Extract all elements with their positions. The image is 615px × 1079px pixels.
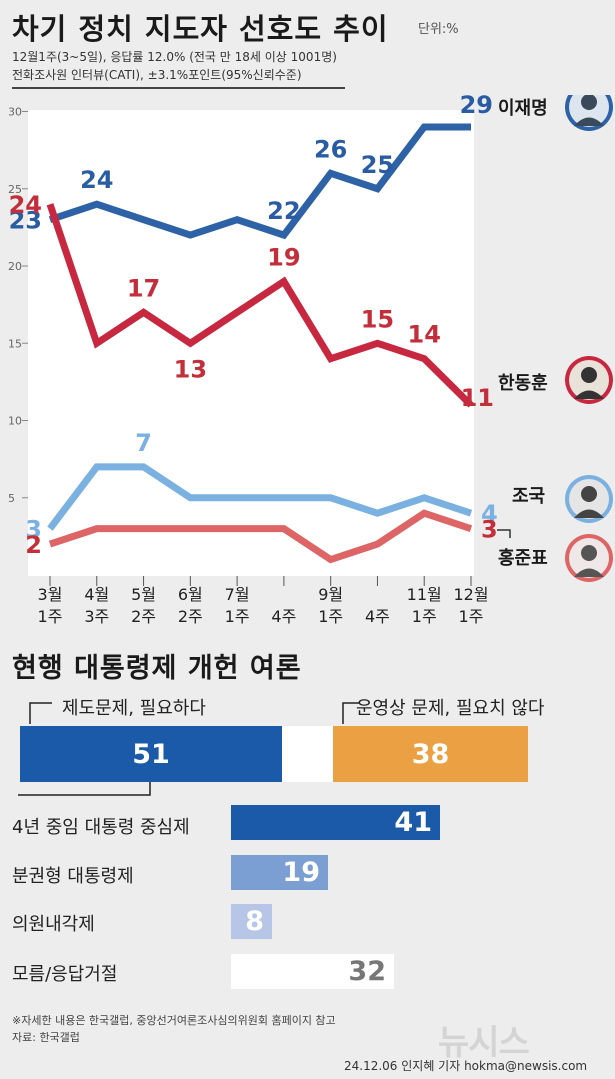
x-tick-label: 7월 <box>225 585 250 604</box>
x-tick-label: 2주 <box>131 607 156 626</box>
x-tick-label: 5월 <box>131 585 156 604</box>
x-tick-label: 1주 <box>225 607 250 626</box>
data-label: 3 <box>481 516 498 544</box>
parliamentary-label: 의원내각제 <box>12 914 95 935</box>
y-tick-label: 5 <box>8 492 15 505</box>
decentralized-bar: 19 <box>231 855 328 890</box>
x-tick-label: 3주 <box>84 607 109 626</box>
legend-name: 홍준표 <box>498 547 548 569</box>
unit-label: 단위:% <box>418 22 459 37</box>
avatar-body-icon <box>574 509 604 518</box>
data-label: 4 <box>481 500 498 528</box>
data-label: 15 <box>361 305 394 333</box>
x-tick-label: 4주 <box>271 607 296 626</box>
x-tick-label: 1주 <box>412 607 437 626</box>
data-label: 24 <box>80 166 113 194</box>
data-label: 23 <box>9 207 42 235</box>
four-year-term-bar: 41 <box>231 805 440 840</box>
x-tick-label: 1주 <box>459 607 484 626</box>
avatar-head-icon <box>581 95 597 110</box>
data-label: 22 <box>267 197 300 225</box>
data-label: 14 <box>408 321 441 349</box>
survey-title: 현행 대통령제 개헌 여론 <box>12 653 302 684</box>
x-tick-label: 6월 <box>178 585 203 604</box>
avatar-head-icon <box>581 545 597 561</box>
x-tick-label: 12월 <box>453 585 488 604</box>
series-line-조국 <box>47 463 473 531</box>
need-label: 제도문제, 필요하다 <box>62 698 206 719</box>
need-bar: 51 <box>20 726 282 782</box>
four-year-term-label: 4년 중임 대통령 중심제 <box>12 817 190 838</box>
bar-connectors <box>18 702 360 796</box>
y-tick-label: 15 <box>8 337 22 350</box>
y-tick-label: 30 <box>8 106 22 119</box>
data-label: 25 <box>361 151 394 179</box>
legend-name: 조국 <box>512 486 545 507</box>
data-label: 29 <box>460 95 493 119</box>
legend-name: 한동훈 <box>498 372 548 394</box>
data-label: 26 <box>314 135 347 163</box>
data-label: 24 <box>9 191 42 219</box>
x-tick-label: 3월 <box>38 585 63 604</box>
data-label: 3 <box>25 516 42 544</box>
no-answer-label: 모름/응답거절 <box>12 964 118 985</box>
footnote: ※자세한 내용은 한국갤럽, 중앙선거여론조사심의위원회 홈페이지 참고 <box>12 1014 336 1027</box>
y-ticks: 30 25 20 15 10 5 <box>8 106 28 505</box>
avatar <box>569 95 609 127</box>
y-tick-label: 10 <box>8 415 22 428</box>
survey-method: 전화조사원 인터뷰(CATI), ±3.1%포인트(95%신뢰수준) <box>12 68 302 82</box>
x-tick-label: 2주 <box>178 607 203 626</box>
data-label: 13 <box>174 355 207 383</box>
newsis-logo: 뉴시스 <box>438 1023 530 1063</box>
credit: 24.12.06 인지혜 기자 hokma@newsis.com <box>344 1059 588 1073</box>
y-tick-label: 25 <box>8 183 22 196</box>
avatar-body-icon <box>574 390 604 399</box>
legend-connector <box>497 529 511 538</box>
data-label: 19 <box>267 243 300 271</box>
no-answer-value: 32 <box>348 956 386 987</box>
avatar-head-icon <box>581 367 597 383</box>
decentralized-value: 19 <box>282 857 320 888</box>
not-need-bar: 38 <box>333 726 528 782</box>
parliamentary-bar: 8 <box>231 904 272 939</box>
y-tick-label: 20 <box>8 260 22 273</box>
series-line-홍준표 <box>48 509 473 564</box>
source: 자료: 한국갤럽 <box>12 1031 80 1044</box>
series-line-한동훈 <box>46 203 474 408</box>
four-year-term-value: 41 <box>394 807 432 838</box>
data-label: 11 <box>461 384 494 412</box>
series-line-이재명 <box>48 123 471 240</box>
x-tick-label: 9월 <box>318 585 343 604</box>
series-lines <box>46 123 474 564</box>
data-label: 17 <box>127 274 160 302</box>
x-tick-label: 1주 <box>318 607 343 626</box>
x-tick-label: 4주 <box>365 607 390 626</box>
avatar-body-icon <box>574 568 604 577</box>
avatar-body-icon <box>574 117 604 126</box>
x-ticks: 3월 1주 4월 3주 5월 2주 6월 2주 7월 1주 4주 9월 1주 4주 11월 1주 12월 1주 <box>38 576 489 626</box>
parliamentary-value: 8 <box>245 906 264 937</box>
decentralized-label: 분권형 대통령제 <box>12 866 134 887</box>
chart-title: 차기 정치 지도자 선호도 추이 <box>12 12 389 46</box>
data-label: 7 <box>135 429 152 457</box>
not-need-label: 운영상 문제, 필요치 않다 <box>356 698 545 719</box>
x-tick-label: 1주 <box>38 607 63 626</box>
no-answer-bar: 32 <box>231 954 394 989</box>
avatar-head-icon <box>581 486 597 502</box>
survey-info: 12월1주(3~5일), 응답률 12.0% (전국 만 18세 이상 1001… <box>12 50 337 64</box>
need-value: 51 <box>132 738 170 770</box>
not-need-value: 38 <box>411 738 450 770</box>
data-label: 2 <box>25 531 42 559</box>
x-tick-label: 4월 <box>84 585 109 604</box>
x-tick-label: 11월 <box>407 585 442 604</box>
subtitle-divider <box>12 87 345 89</box>
legend-name: 이재명 <box>498 98 548 119</box>
